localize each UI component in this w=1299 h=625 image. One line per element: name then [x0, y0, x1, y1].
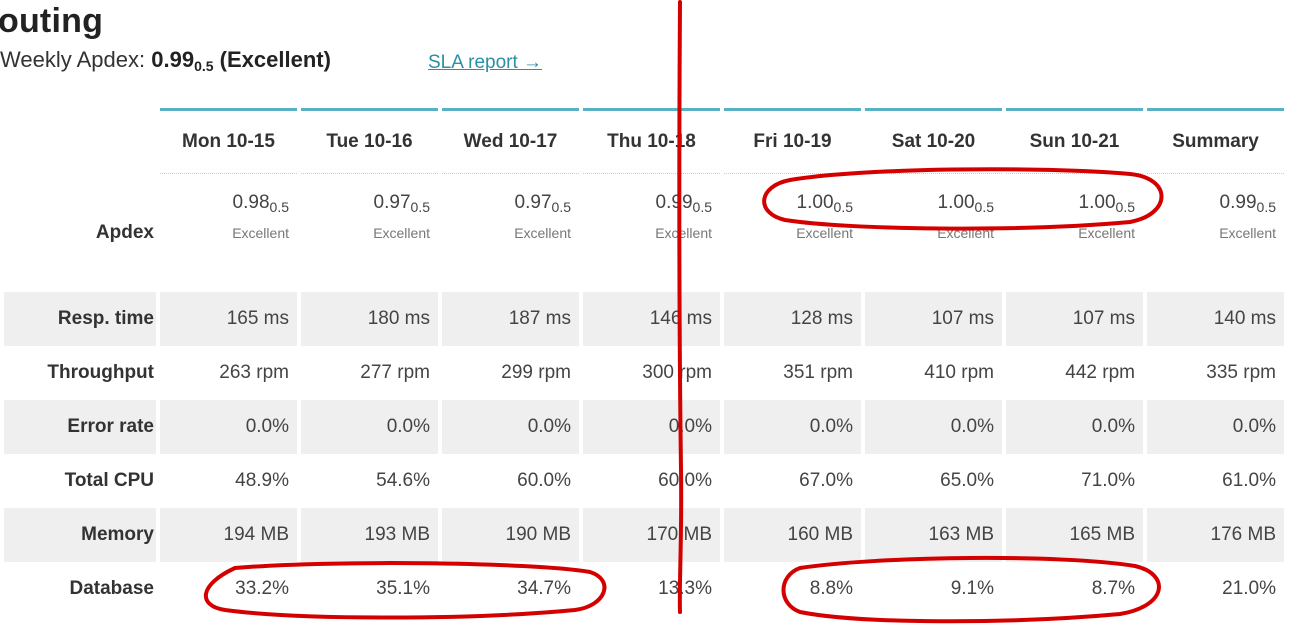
row-label: Database — [69, 578, 155, 599]
table-cell: 263 rpm — [219, 362, 289, 383]
table-cell: 193 MB — [301, 508, 438, 562]
table-cell: 107 ms — [865, 292, 1002, 346]
table-cell: 165 ms — [160, 292, 297, 346]
table-row: Total CPU 48.9% 54.6% 60.0% 60.0% 67.0% … — [4, 454, 1284, 508]
table-cell: 60.0% — [658, 470, 712, 491]
table-cell: 194 MB — [160, 508, 297, 562]
table-cell: 170 MB — [583, 508, 720, 562]
row-label: Memory — [4, 508, 156, 562]
apdex-cell: 1.000.5 Excellent — [937, 192, 994, 241]
column-header: Wed 10-17 — [442, 108, 579, 174]
table-cell: 160 MB — [724, 508, 861, 562]
apdex-cell: 0.980.5 Excellent — [232, 192, 289, 241]
row-label: Throughput — [47, 362, 154, 383]
row-label: Error rate — [4, 400, 156, 454]
column-header: Tue 10-16 — [301, 108, 438, 174]
table-cell: 61.0% — [1222, 470, 1276, 491]
sla-report-link[interactable]: SLA report → — [428, 52, 543, 73]
row-label: Apdex — [95, 222, 154, 243]
table-cell: 67.0% — [799, 470, 853, 491]
table-cell: 0.0% — [1147, 400, 1284, 454]
page-title: outing — [0, 2, 104, 40]
table-cell: 0.0% — [1006, 400, 1143, 454]
corner-cell — [4, 108, 156, 174]
column-header: Sun 10-21 — [1006, 108, 1143, 174]
table-cell: 54.6% — [376, 470, 430, 491]
table-cell: 0.0% — [160, 400, 297, 454]
row-label: Total CPU — [64, 470, 154, 491]
table-cell: 33.2% — [235, 578, 289, 599]
weekly-apdex-label: Weekly Apdex: — [0, 47, 146, 72]
apdex-cell: 0.990.5 Excellent — [1219, 192, 1276, 241]
table-cell: 187 ms — [442, 292, 579, 346]
table-cell: 146 ms — [583, 292, 720, 346]
table-cell: 0.0% — [865, 400, 1002, 454]
column-header: Thu 10-18 — [583, 108, 720, 174]
row-label: Resp. time — [4, 292, 156, 346]
apdex-cell: 0.990.5 Excellent — [655, 192, 712, 241]
table-cell: 21.0% — [1222, 578, 1276, 599]
table-cell: 190 MB — [442, 508, 579, 562]
table-row: Database 33.2% 35.1% 34.7% 13.3% 8.8% 9.… — [4, 562, 1284, 616]
apdex-cell: 0.970.5 Excellent — [514, 192, 571, 241]
apdex-row: Apdex 0.980.5 Excellent 0.970.5 Excellent … — [4, 174, 1284, 292]
table-cell: 107 ms — [1006, 292, 1143, 346]
table-cell: 176 MB — [1147, 508, 1284, 562]
table-row: Resp. time 165 ms 180 ms 187 ms 146 ms 1… — [4, 292, 1284, 346]
apdex-cell: 1.000.5 Excellent — [1078, 192, 1135, 241]
apdex-cell: 0.970.5 Excellent — [373, 192, 430, 241]
column-header: Fri 10-19 — [724, 108, 861, 174]
table-cell: 163 MB — [865, 508, 1002, 562]
weekly-performance-table: Mon 10-15 Tue 10-16 Wed 10-17 Thu 10-18 … — [0, 108, 1288, 616]
table-cell: 128 ms — [724, 292, 861, 346]
table-cell: 300 rpm — [642, 362, 712, 383]
table-cell: 351 rpm — [783, 362, 853, 383]
table-cell: 0.0% — [724, 400, 861, 454]
table-cell: 0.0% — [442, 400, 579, 454]
table-cell: 60.0% — [517, 470, 571, 491]
table-cell: 335 rpm — [1206, 362, 1276, 383]
table-cell: 8.8% — [809, 578, 853, 599]
table-cell: 65.0% — [940, 470, 994, 491]
table-cell: 34.7% — [517, 578, 571, 599]
table-cell: 180 ms — [301, 292, 438, 346]
table-cell: 277 rpm — [360, 362, 430, 383]
table-cell: 410 rpm — [924, 362, 994, 383]
table-row: Throughput 263 rpm 277 rpm 299 rpm 300 r… — [4, 346, 1284, 400]
weekly-apdex: Weekly Apdex: 0.990.5 (Excellent) — [0, 47, 331, 74]
table-cell: 9.1% — [950, 578, 994, 599]
table-cell: 35.1% — [376, 578, 430, 599]
table-cell: 0.0% — [301, 400, 438, 454]
table-cell: 442 rpm — [1065, 362, 1135, 383]
table-cell: 0.0% — [583, 400, 720, 454]
header-row: Mon 10-15 Tue 10-16 Wed 10-17 Thu 10-18 … — [4, 108, 1284, 174]
table-cell: 8.7% — [1091, 578, 1135, 599]
table-cell: 299 rpm — [501, 362, 571, 383]
table-cell: 140 ms — [1147, 292, 1284, 346]
table-cell: 48.9% — [235, 470, 289, 491]
apdex-cell: 1.000.5 Excellent — [796, 192, 853, 241]
table-row: Memory 194 MB 193 MB 190 MB 170 MB 160 M… — [4, 508, 1284, 562]
weekly-apdex-value: 0.990.5 (Excellent) — [151, 47, 331, 74]
column-header: Summary — [1147, 108, 1284, 174]
table-row: Error rate 0.0% 0.0% 0.0% 0.0% 0.0% 0.0%… — [4, 400, 1284, 454]
column-header: Mon 10-15 — [160, 108, 297, 174]
table-cell: 165 MB — [1006, 508, 1143, 562]
table-cell: 71.0% — [1081, 470, 1135, 491]
column-header: Sat 10-20 — [865, 108, 1002, 174]
table-cell: 13.3% — [658, 578, 712, 599]
